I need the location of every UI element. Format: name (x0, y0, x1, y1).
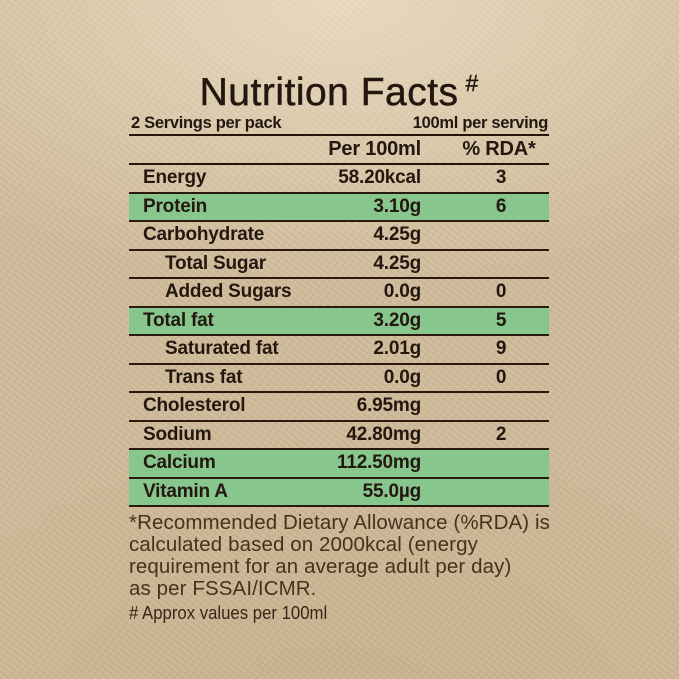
table-row: Trans fat 0.0g 0 (129, 365, 549, 393)
nutrient-rda-value: 0 (495, 366, 507, 388)
nutrient-label: Calcium (143, 452, 216, 474)
nutrition-facts-label: Nutrition Facts # 2 Servings per pack 100… (129, 56, 550, 624)
table-row: Protein 3.10g 6 (129, 193, 549, 222)
nutrient-label: Total Sugar (165, 252, 266, 274)
nutrient-label: Added Sugars (165, 281, 292, 303)
nutrient-rda-value: 6 (495, 195, 507, 217)
table-row: Carbohydrate 4.25g (129, 222, 549, 251)
table-row: Added Sugars 0.0g 0 (129, 279, 549, 308)
approx-values-footnote: # Approx values per 100ml (129, 603, 328, 623)
nutrient-value: 0.0g (383, 366, 421, 388)
nutrient-label: Carbohydrate (143, 224, 265, 246)
page-title: Nutrition Facts # (129, 56, 549, 114)
rda-footnote-line: calculated based on 2000kcal (energy (129, 533, 478, 556)
table-header-row: Per 100ml % RDA* (129, 136, 549, 165)
nutrient-value: 42.80mg (346, 423, 421, 445)
rda-footnote: *Recommended Dietary Allowance (%RDA) is… (129, 512, 591, 600)
nutrient-value: 4.25g (373, 252, 421, 274)
table-row: Cholesterol 6.95mg (129, 393, 549, 422)
table-row: Total Sugar 4.25g (129, 251, 549, 279)
nutrient-rda-value: 0 (495, 281, 507, 303)
nutrient-label: Vitamin A (143, 480, 228, 502)
column-header-per-100ml: Per 100ml (328, 138, 421, 160)
nutrient-rda-value: 2 (495, 423, 507, 445)
nutrient-value: 2.01g (373, 338, 421, 360)
nutrition-table-body: Energy 58.20kcal 3 Protein 3.10g 6 Carbo… (129, 165, 549, 507)
serving-info-row: 2 Servings per pack 100ml per serving (129, 110, 549, 136)
nutrient-label: Total fat (143, 309, 214, 331)
nutrient-value: 112.50mg (337, 452, 421, 474)
nutrient-value: 58.20kcal (338, 167, 421, 189)
rda-footnote-line: requirement for an average adult per day… (129, 555, 512, 578)
nutrient-value: 3.10g (373, 195, 421, 217)
table-row: Total fat 3.20g 5 (129, 307, 549, 336)
column-header-rda: % RDA* (462, 138, 536, 160)
nutrient-label: Trans fat (165, 366, 243, 388)
nutrient-rda-value: 9 (495, 338, 507, 360)
title-hash-superscript: # (465, 70, 479, 96)
table-row: Energy 58.20kcal 3 (129, 165, 549, 194)
nutrient-value: 55.0µg (362, 480, 422, 502)
rda-footnote-line: *Recommended Dietary Allowance (%RDA) is (129, 511, 550, 534)
nutrient-value: 4.25g (373, 224, 421, 246)
nutrient-value: 3.20g (373, 309, 421, 331)
table-row: Saturated fat 2.01g 9 (129, 336, 549, 365)
table-row: Calcium 112.50mg (129, 450, 549, 479)
nutrient-label: Energy (143, 167, 207, 189)
rda-footnote-line: as per FSSAI/ICMR. (129, 577, 317, 600)
serving-size: 100ml per serving (412, 114, 549, 132)
table-row: Sodium 42.80mg 2 (129, 422, 549, 450)
nutrient-label: Cholesterol (143, 395, 246, 417)
nutrient-label: Saturated fat (165, 338, 279, 360)
nutrient-value: 0.0g (383, 281, 421, 303)
nutrient-value: 6.95mg (356, 395, 421, 417)
servings-per-pack: 2 Servings per pack (131, 114, 282, 132)
nutrient-label: Protein (143, 195, 208, 217)
table-row: Vitamin A 55.0µg (129, 478, 549, 507)
nutrient-label: Sodium (143, 423, 212, 445)
nutrient-rda-value: 5 (495, 309, 507, 331)
nutrient-rda-value: 3 (495, 167, 507, 189)
title-text: Nutrition Facts (199, 71, 459, 115)
